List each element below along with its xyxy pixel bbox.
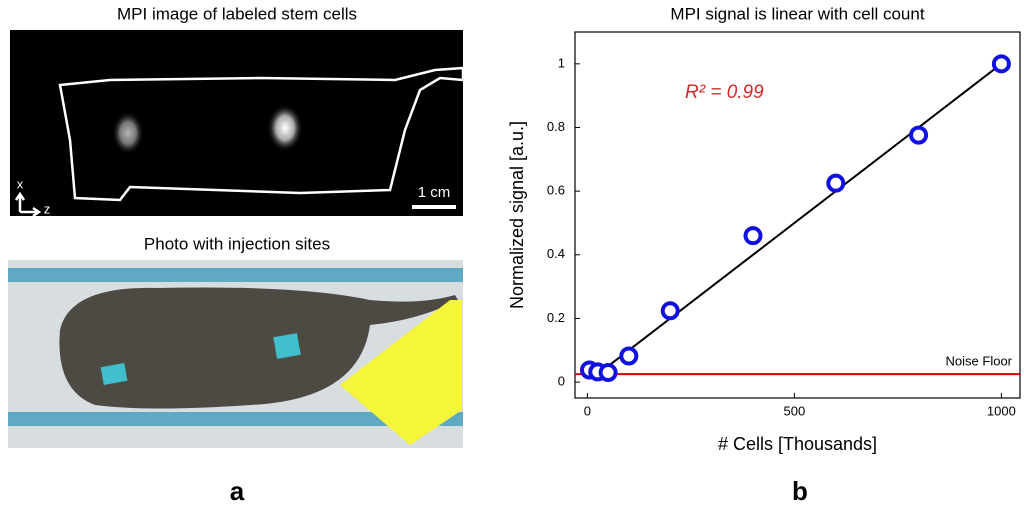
annotation: R² = 0.99 (685, 82, 764, 103)
plot-frame (574, 31, 1021, 399)
y-tick-label: 0 (558, 374, 565, 389)
y-tick-label: 0.8 (547, 119, 565, 134)
y-tick-label: 0.4 (547, 246, 565, 261)
axis-label: x (17, 176, 24, 191)
tray-edge (8, 412, 463, 426)
scale-label: 1 cm (418, 184, 451, 201)
data-point (598, 363, 618, 383)
data-point (909, 125, 929, 145)
x-tick-label: 500 (784, 403, 806, 418)
panel-label: a (230, 476, 245, 506)
mpi-image (10, 30, 463, 216)
label-tag (340, 300, 462, 445)
chart-title: MPI signal is linear with cell count (670, 4, 924, 23)
signal-spot (267, 104, 303, 152)
fit-line (595, 63, 1002, 377)
data-point (826, 173, 846, 193)
y-tick-label: 0.6 (547, 183, 565, 198)
x-tick-label: 0 (584, 403, 591, 418)
panel-label: b (792, 476, 808, 506)
data-point (743, 226, 763, 246)
mouse (59, 287, 458, 409)
data-point (660, 301, 680, 321)
tray-edge (8, 268, 463, 282)
signal-spot (112, 111, 144, 155)
x-tick-label: 1000 (987, 403, 1016, 418)
data-point (991, 54, 1011, 74)
mpi-title: MPI image of labeled stem cells (117, 4, 357, 23)
axis-label: z (44, 201, 51, 216)
noise-floor-label: Noise Floor (946, 354, 1013, 369)
mouse-outline (58, 66, 465, 202)
photo-title: Photo with injection sites (144, 234, 330, 253)
y-axis-label: Normalized signal [a.u.] (507, 121, 527, 309)
x-axis-label: # Cells [Thousands] (718, 434, 877, 454)
y-tick-label: 0.2 (547, 310, 565, 325)
injection-marker (273, 333, 301, 359)
axis-arrows (14, 191, 42, 218)
y-tick-label: 1 (558, 55, 565, 70)
injection-marker (100, 363, 128, 385)
data-point (619, 346, 639, 366)
